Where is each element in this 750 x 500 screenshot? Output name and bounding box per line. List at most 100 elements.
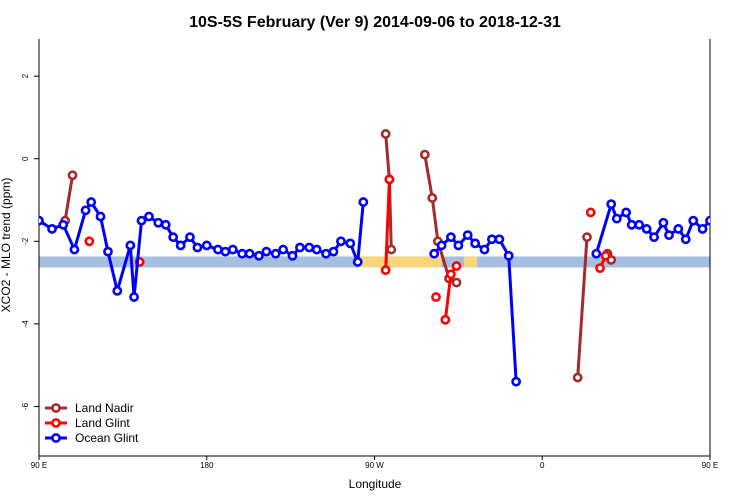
- legend-marker: [51, 403, 61, 413]
- data-point: [112, 285, 123, 296]
- data-point: [429, 248, 440, 259]
- data-point: [168, 232, 179, 243]
- data-point: [744, 248, 750, 255]
- data-point: [129, 292, 139, 302]
- data-point: [311, 244, 322, 255]
- data-point: [345, 238, 356, 249]
- data-point: [227, 244, 238, 255]
- legend-item: Land Nadir: [45, 401, 134, 415]
- data-point: [641, 224, 652, 234]
- data-point: [742, 172, 749, 179]
- data-point: [606, 199, 617, 210]
- y-tick-label: -6: [21, 402, 30, 410]
- data-point: [585, 207, 596, 218]
- data-point: [153, 217, 164, 228]
- data-point: [84, 236, 95, 247]
- data-point: [58, 219, 69, 230]
- data-point: [634, 219, 645, 230]
- data-point: [503, 250, 514, 261]
- data-point: [470, 238, 481, 249]
- data-point: [714, 246, 721, 253]
- data-point: [721, 207, 728, 214]
- data-point: [86, 197, 97, 207]
- data-point: [673, 224, 684, 234]
- legend-item: Ocean Glint: [45, 431, 139, 445]
- data-point: [688, 215, 699, 226]
- data-point: [427, 193, 438, 203]
- data-point: [185, 232, 195, 243]
- data-point: [697, 224, 708, 234]
- legend-label: Land Nadir: [75, 401, 134, 415]
- series-2: [39, 197, 750, 387]
- series-line: [738, 175, 745, 220]
- data-point: [160, 219, 171, 230]
- data-point: [358, 197, 369, 207]
- x-tick-label: 180: [200, 461, 214, 470]
- data-point: [295, 242, 305, 253]
- data-point: [254, 250, 264, 261]
- data-point: [680, 234, 691, 245]
- y-tick-label: 0: [21, 156, 30, 161]
- data-point: [658, 217, 669, 228]
- data-point: [431, 292, 441, 302]
- y-tick-label: -4: [21, 320, 30, 328]
- data-point: [600, 250, 611, 261]
- data-point: [446, 269, 456, 280]
- data-point: [244, 248, 255, 259]
- plot-area: 2 0 -2 -4 -6 90 E 180 90 W 0 90 E: [21, 39, 750, 470]
- legend-item: Land Glint: [45, 416, 130, 430]
- data-point: [479, 244, 490, 255]
- data-point: [261, 246, 272, 257]
- data-point: [103, 246, 113, 257]
- legend-label: Land Glint: [75, 416, 130, 430]
- data-point: [336, 236, 346, 247]
- data-point: [419, 149, 430, 160]
- x-tick-label: 90 E: [31, 461, 47, 470]
- series-line: [576, 237, 589, 378]
- data-point: [582, 232, 592, 243]
- data-point: [192, 242, 203, 253]
- data-point: [734, 217, 741, 224]
- data-point: [352, 257, 363, 267]
- x-axis-label: Longitude: [349, 477, 402, 491]
- chart-title: 10S-5S February (Ver 9) 2014-09-06 to 20…: [189, 14, 561, 31]
- data-point: [125, 240, 136, 251]
- data-point: [446, 232, 456, 243]
- data-point: [39, 215, 44, 226]
- data-point: [494, 234, 505, 245]
- data-point: [440, 314, 451, 325]
- data-point: [95, 211, 106, 222]
- data-point: [175, 240, 186, 251]
- series-0: [60, 129, 749, 383]
- data-point: [451, 261, 462, 271]
- data-point: [462, 230, 473, 241]
- data-point: [380, 129, 391, 139]
- data-point: [69, 244, 80, 255]
- x-tick-label: 0: [540, 461, 545, 470]
- data-point: [649, 232, 659, 243]
- series-line: [63, 175, 75, 221]
- y-tick-label: -2: [21, 237, 30, 245]
- data-point: [237, 248, 248, 259]
- data-point: [736, 213, 743, 220]
- series-line: [384, 179, 391, 271]
- data-point: [270, 248, 281, 259]
- data-point: [705, 215, 710, 226]
- data-point: [80, 205, 91, 216]
- data-point: [384, 174, 395, 185]
- legend-marker: [51, 418, 61, 428]
- x-tick-label: 90 E: [702, 461, 718, 470]
- data-point: [621, 207, 632, 218]
- data-point: [201, 240, 212, 251]
- data-point: [380, 265, 391, 276]
- series-1: [84, 174, 611, 325]
- data-point: [213, 244, 223, 255]
- data-point: [626, 219, 637, 230]
- land-band-0: [357, 256, 442, 268]
- data-point: [487, 234, 497, 245]
- data-point: [304, 242, 315, 253]
- legend-marker: [51, 433, 61, 443]
- data-point: [47, 224, 57, 234]
- data-point: [287, 250, 298, 261]
